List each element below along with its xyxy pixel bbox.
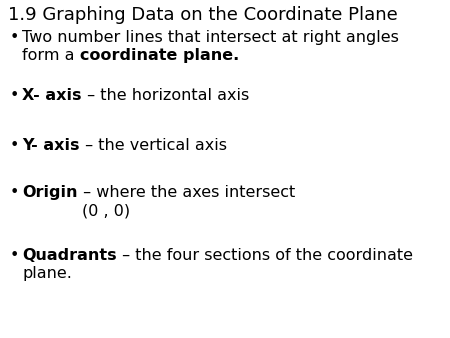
Text: •: • [10, 248, 19, 263]
Text: •: • [10, 30, 19, 45]
Text: Two number lines that intersect at right angles: Two number lines that intersect at right… [22, 30, 399, 45]
Text: (0 , 0): (0 , 0) [82, 203, 130, 218]
Text: – the vertical axis: – the vertical axis [80, 138, 226, 153]
Text: X- axis: X- axis [22, 88, 81, 103]
Text: – the four sections of the coordinate: – the four sections of the coordinate [117, 248, 413, 263]
Text: Quadrants: Quadrants [22, 248, 117, 263]
Text: coordinate plane.: coordinate plane. [80, 48, 239, 63]
Text: 1.9 Graphing Data on the Coordinate Plane: 1.9 Graphing Data on the Coordinate Plan… [8, 6, 398, 24]
Text: •: • [10, 185, 19, 200]
Text: form a: form a [22, 48, 80, 63]
Text: – where the axes intersect: – where the axes intersect [77, 185, 295, 200]
Text: plane.: plane. [22, 266, 72, 281]
Text: Origin: Origin [22, 185, 77, 200]
Text: •: • [10, 138, 19, 153]
Text: •: • [10, 88, 19, 103]
Text: Y- axis: Y- axis [22, 138, 80, 153]
Text: – the horizontal axis: – the horizontal axis [81, 88, 249, 103]
